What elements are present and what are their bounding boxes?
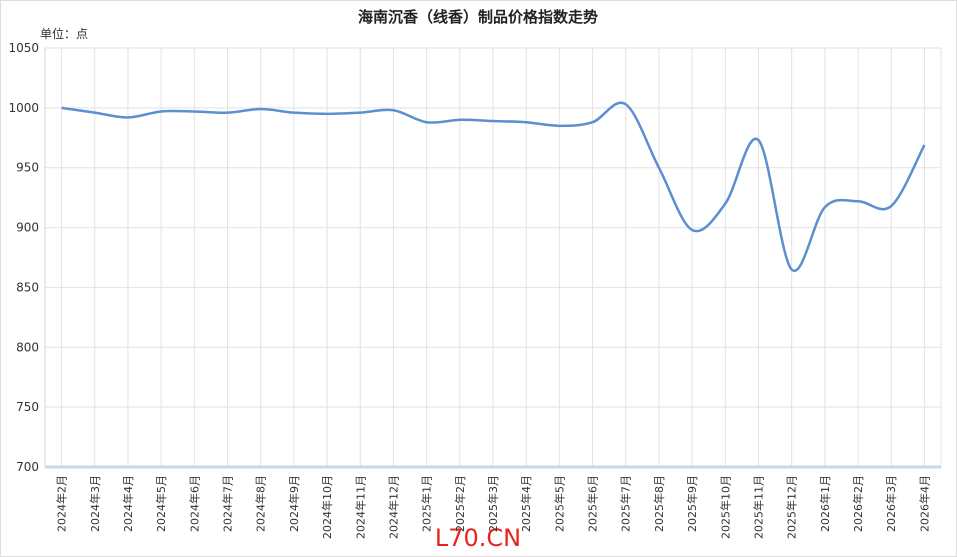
x-tick-label: 2025年9月: [685, 475, 699, 532]
y-tick-label: 1000: [8, 101, 39, 115]
x-tick-label: 2025年2月: [453, 475, 467, 532]
y-tick-label: 900: [16, 221, 39, 235]
x-tick-label: 2025年12月: [785, 475, 799, 539]
x-tick-label: 2024年2月: [55, 475, 69, 532]
x-tick-label: 2025年6月: [586, 475, 600, 532]
x-tick-label: 2024年12月: [386, 475, 400, 539]
y-tick-label: 950: [16, 161, 39, 175]
x-tick-label: 2025年11月: [751, 475, 765, 539]
y-tick-label: 800: [16, 340, 39, 354]
x-tick-label: 2024年9月: [287, 475, 301, 532]
x-tick-label: 2025年10月: [718, 475, 732, 539]
watermark: L70.CN: [435, 524, 521, 552]
x-tick-label: 2025年8月: [652, 475, 666, 532]
x-tick-label: 2025年5月: [552, 475, 566, 532]
chart-title: 海南沉香（线香）制品价格指数走势: [358, 8, 598, 26]
x-tick-label: 2025年4月: [519, 475, 533, 532]
x-tick-label: 2024年6月: [187, 475, 201, 532]
x-tick-label: 2024年5月: [154, 475, 168, 532]
x-tick-label: 2024年3月: [88, 475, 102, 532]
y-tick-label: 1050: [8, 41, 39, 55]
x-tick-label: 2026年1月: [818, 475, 832, 532]
x-tick-label: 2025年7月: [619, 475, 633, 532]
x-tick-label: 2025年1月: [420, 475, 434, 532]
x-tick-label: 2024年7月: [221, 475, 235, 532]
x-tick-label: 2024年10月: [320, 475, 334, 539]
x-tick-label: 2025年3月: [486, 475, 500, 532]
x-tick-label: 2026年3月: [884, 475, 898, 532]
x-tick-label: 2024年4月: [121, 475, 135, 532]
line-series: [61, 101, 926, 273]
x-tick-label: 2026年2月: [851, 475, 865, 532]
x-tick-label: 2024年11月: [353, 475, 367, 539]
x-tick-label: 2024年8月: [254, 475, 268, 532]
y-tick-label: 700: [16, 460, 39, 474]
y-tick-label: 750: [16, 400, 39, 414]
y-unit: 单位：点: [40, 26, 88, 41]
x-tick-label: 2026年4月: [917, 475, 931, 532]
y-tick-label: 850: [16, 280, 39, 294]
